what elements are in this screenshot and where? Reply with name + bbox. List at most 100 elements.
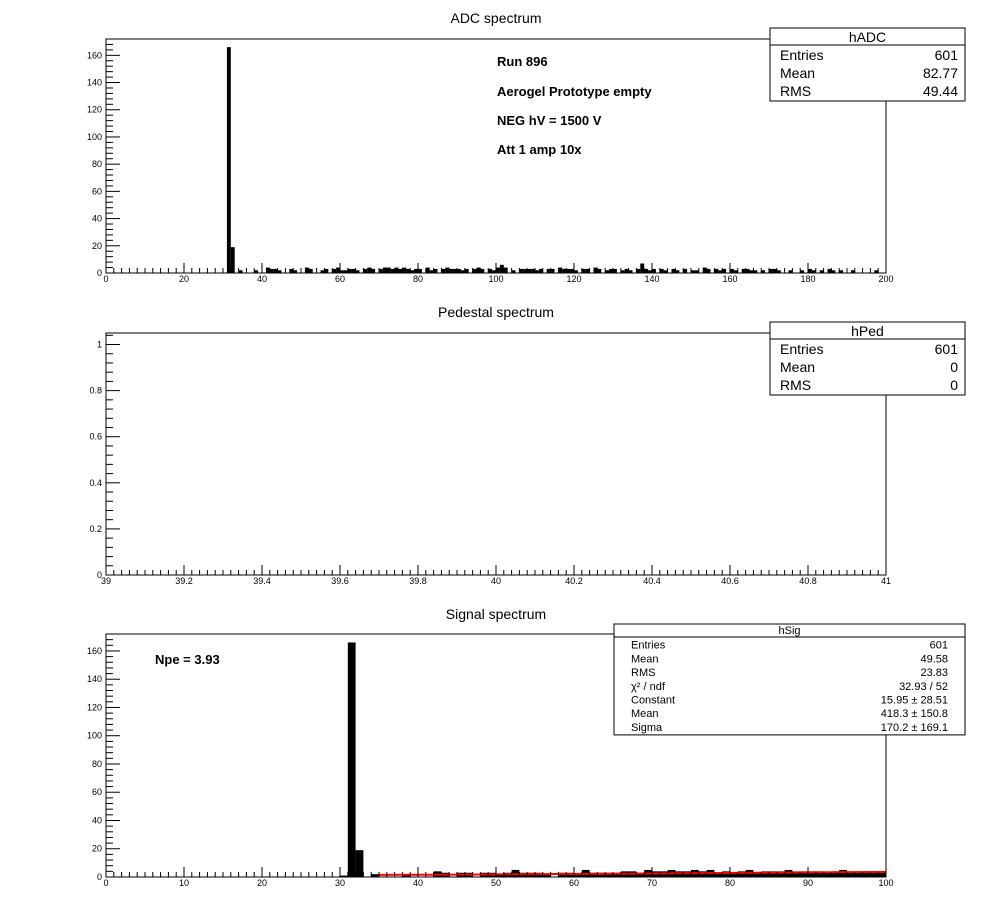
histogram-bar (308, 268, 313, 273)
histogram-bar (488, 268, 493, 273)
histogram-bar (265, 267, 270, 273)
histogram-bar (823, 872, 832, 877)
histogram-bar (862, 871, 871, 877)
histogram-bar (410, 270, 415, 273)
histogram-bar (570, 268, 574, 273)
histogram-bar (230, 247, 235, 273)
x-tick-label: 39 (101, 576, 111, 586)
histogram-bar (753, 270, 758, 273)
histogram-bar (574, 270, 578, 273)
histogram-bar (441, 268, 446, 273)
histogram-bar (776, 270, 781, 273)
histogram-bar (273, 268, 278, 273)
histogram-bar (694, 270, 699, 273)
stats-row-value: 49.44 (923, 83, 958, 99)
stats-row-label: Mean (631, 708, 659, 720)
histogram-bar (800, 871, 808, 877)
y-tick-label: 160 (87, 646, 102, 656)
histogram-bar (472, 268, 477, 273)
histogram-bar (343, 270, 348, 273)
histogram-bar (574, 874, 582, 877)
y-tick-label: 80 (92, 159, 102, 169)
histogram-bar (819, 270, 824, 273)
x-tick-label: 40.4 (643, 576, 661, 586)
x-tick-label: 40.8 (799, 576, 817, 586)
histogram-bar (854, 871, 863, 877)
histogram-bar (566, 268, 571, 273)
histogram-bar (402, 267, 407, 273)
histogram-bar (811, 270, 816, 273)
stats-row-label: Mean (780, 359, 815, 375)
histogram-bar (538, 268, 543, 273)
histogram-bar (546, 268, 551, 273)
y-tick-label: 0 (97, 268, 102, 278)
histogram-bar (418, 268, 422, 273)
histogram-bar (714, 268, 719, 273)
histogram-bar (226, 47, 231, 273)
histogram-bar (519, 268, 524, 273)
histogram-bar (379, 268, 383, 273)
annotation-text: Att 1 amp 10x (497, 142, 582, 157)
y-tick-label: 0.6 (89, 432, 102, 442)
histogram-bar (581, 268, 586, 273)
histogram-bar (562, 268, 567, 273)
histogram-bar (320, 270, 325, 273)
stats-row-value: 0 (950, 377, 958, 393)
histogram-bar (347, 642, 356, 877)
x-tick-label: 20 (179, 274, 189, 284)
histogram-bar (788, 270, 793, 273)
histogram-bar (659, 268, 664, 273)
histogram-bar (492, 270, 496, 273)
x-tick-label: 39.6 (331, 576, 349, 586)
histogram-bar (605, 270, 610, 273)
stats-box-frame (613, 623, 966, 736)
histogram-bar (671, 268, 676, 273)
histogram-bar (745, 268, 750, 273)
histogram-bar (324, 268, 329, 273)
histogram-bar (363, 268, 368, 273)
histogram-bar (371, 874, 379, 877)
histogram-bar (761, 871, 769, 877)
x-tick-label: 140 (644, 274, 659, 284)
y-tick-label: 40 (92, 815, 102, 825)
histogram-bar (714, 872, 723, 877)
annotation-text: NEG hV = 1500 V (497, 113, 602, 128)
x-tick-label: 80 (413, 274, 423, 284)
histogram-panel-1: ADC spectrum 0 20 40 60 80 100 120 140 160 180 200 0… (87, 10, 966, 284)
histogram-bar (593, 267, 598, 273)
histogram-bar (371, 268, 376, 273)
x-tick-label: 41 (881, 576, 891, 586)
stats-row-value: 49.58 (920, 653, 948, 665)
histogram-bar (827, 268, 832, 273)
histogram-bar (254, 270, 259, 273)
histogram-bar (800, 270, 805, 273)
histogram-bar (585, 268, 590, 273)
histogram-bar (683, 268, 688, 273)
histogram-bar (496, 267, 500, 273)
y-tick-label: 100 (87, 731, 102, 741)
histogram-bar (382, 267, 387, 273)
histogram-bar (445, 267, 450, 273)
histogram-bar (340, 270, 344, 273)
histogram-bar (457, 268, 461, 273)
x-tick-label: 0 (103, 878, 108, 888)
y-tick-label: 40 (92, 214, 102, 224)
histogram-bar (394, 267, 399, 273)
histogram-bar (663, 270, 668, 273)
histogram-bar (691, 270, 695, 273)
stats-row-value: 23.83 (920, 667, 948, 679)
histogram-bar (839, 270, 844, 273)
stats-row-value: 0 (950, 359, 958, 375)
histogram-bar (850, 270, 855, 273)
chart-title: ADC spectrum (450, 10, 541, 26)
x-tick-label: 20 (257, 878, 267, 888)
histogram-bar (542, 874, 551, 877)
y-tick-label: 160 (87, 50, 102, 60)
y-tick-label: 60 (92, 186, 102, 196)
x-tick-label: 100 (878, 878, 893, 888)
stats-row-value: 170.2 ± 169.1 (881, 722, 948, 734)
x-tick-label: 39.8 (409, 576, 427, 586)
stats-row-label: RMS (631, 667, 655, 679)
histogram-bar (347, 268, 352, 273)
fit-curve (378, 870, 887, 876)
